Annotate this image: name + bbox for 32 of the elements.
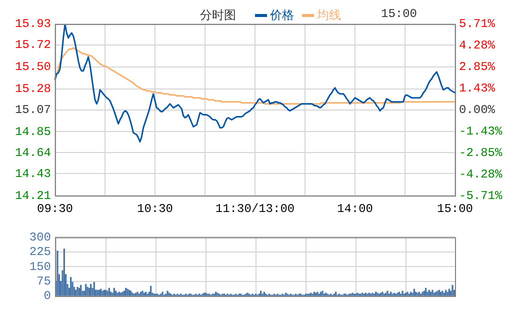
y-tick-label: 15.93 xyxy=(14,17,51,32)
y-tick-label: 14.43 xyxy=(14,166,51,181)
legend-label: 均线 xyxy=(316,7,341,24)
chart-title: 分时图 xyxy=(200,7,236,24)
legend-label: 价格 xyxy=(269,7,294,24)
y2-tick-label: -5.71% xyxy=(459,188,504,203)
y-tick-label: 14.21 xyxy=(14,188,51,203)
x-tick-label: 14:00 xyxy=(336,202,374,216)
x-tick-label: 15:00 xyxy=(436,202,474,216)
x-tick-label: 10:30 xyxy=(136,202,174,216)
y-tick-label: 15.07 xyxy=(14,102,51,117)
y2-tick-label: 0.00% xyxy=(459,102,496,117)
y2-tick-label: -4.28% xyxy=(459,167,504,182)
y2-tick-label: -1.43% xyxy=(459,124,504,138)
text: 15:00 xyxy=(381,7,418,21)
y-tick-label: 150 xyxy=(29,260,51,274)
y-tick-label: 14.64 xyxy=(14,146,51,160)
y2-tick-label: 5.71% xyxy=(459,17,496,32)
y-tick-label: 300 xyxy=(29,230,51,244)
y2-tick-label: 1.43% xyxy=(459,81,496,96)
y-tick-label: 225 xyxy=(29,245,51,260)
y2-tick-label: 4.28% xyxy=(459,38,496,53)
y-tick-label: 15.72 xyxy=(14,38,51,52)
y-tick-label: 0 xyxy=(44,289,51,304)
y2-tick-label: -2.85% xyxy=(459,146,504,160)
y-tick-label: 75 xyxy=(36,274,51,288)
x-tick-label: 09:30 xyxy=(36,202,74,216)
y-tick-label: 15.50 xyxy=(14,60,51,74)
y-tick-label: 14.85 xyxy=(14,124,51,139)
y2-tick-label: 2.85% xyxy=(459,60,496,74)
x-tick-label: 11:30/13:00 xyxy=(215,202,295,216)
y-tick-label: 15.28 xyxy=(14,82,51,96)
